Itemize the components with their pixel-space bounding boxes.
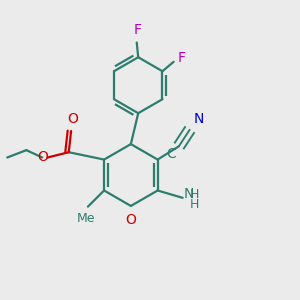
Text: Me: Me [76,212,95,225]
Text: F: F [133,23,141,37]
Text: O: O [37,150,48,164]
Text: O: O [125,213,136,227]
Text: N: N [194,112,204,126]
Text: H: H [190,188,199,201]
Text: O: O [67,112,78,126]
Text: C: C [166,147,176,161]
Text: N: N [184,187,194,201]
Text: F: F [178,51,186,65]
Text: H: H [190,198,199,211]
